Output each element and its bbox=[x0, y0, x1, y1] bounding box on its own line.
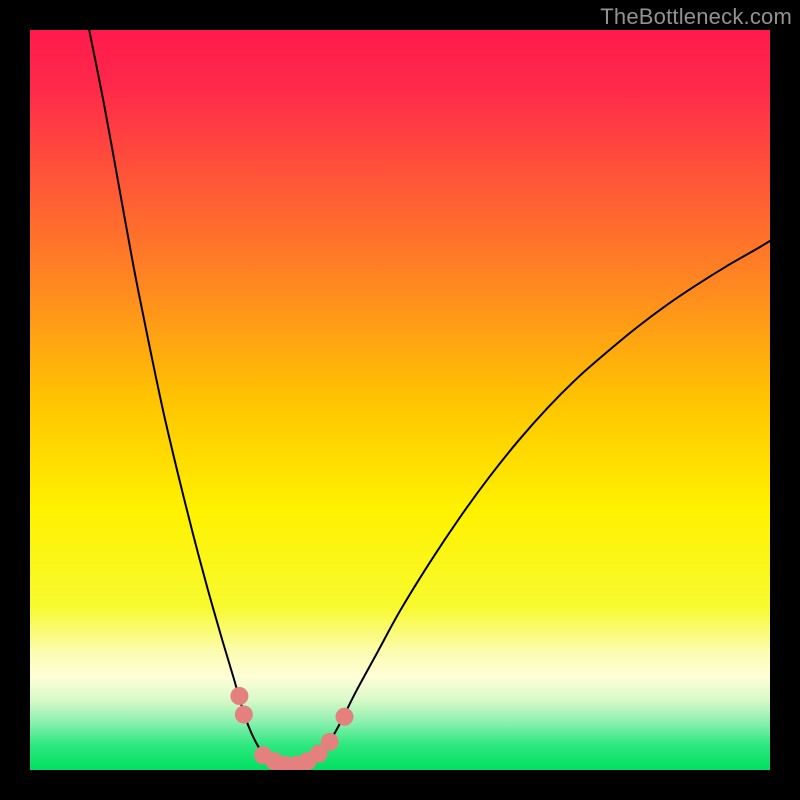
watermark-text: TheBottleneck.com bbox=[600, 4, 792, 30]
data-marker bbox=[230, 687, 248, 705]
chart-frame: TheBottleneck.com bbox=[0, 0, 800, 800]
gradient-background bbox=[30, 30, 770, 770]
data-marker bbox=[235, 706, 253, 724]
data-marker bbox=[336, 708, 354, 726]
plot-svg bbox=[30, 30, 770, 770]
data-marker bbox=[321, 733, 339, 751]
plot-area bbox=[30, 30, 770, 770]
